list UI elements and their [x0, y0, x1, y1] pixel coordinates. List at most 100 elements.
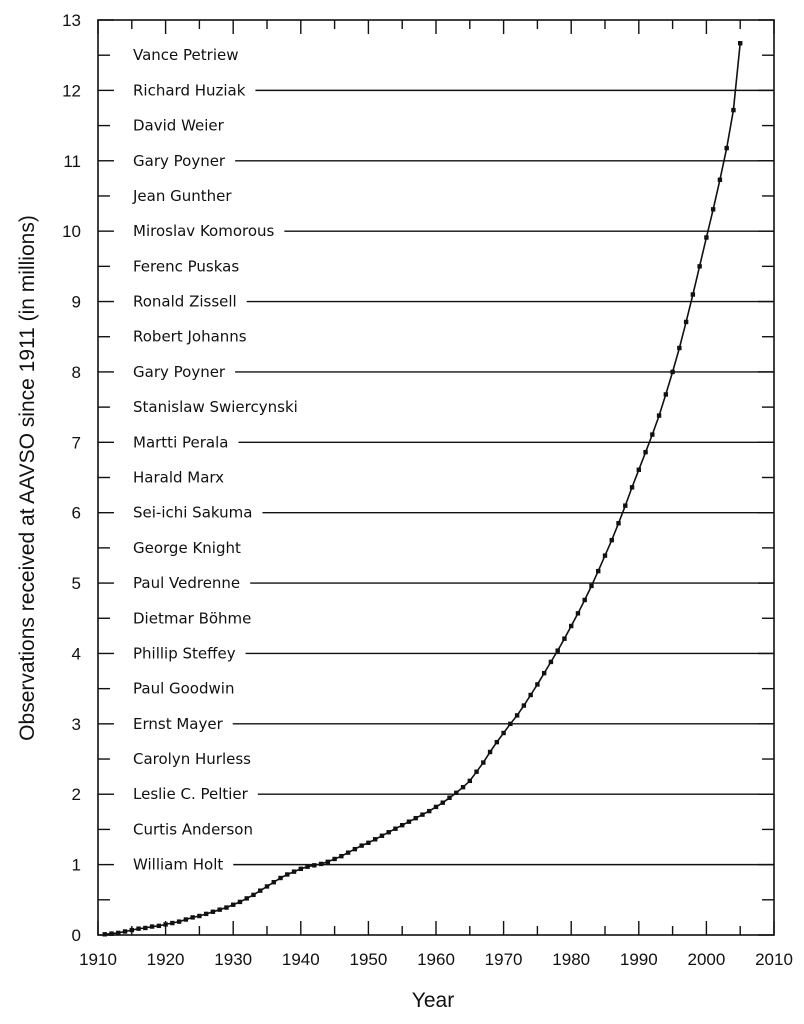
data-point — [379, 833, 385, 838]
observer-lines-group — [232, 89, 774, 866]
observer-name-label: Sei-ichi Sakuma — [133, 504, 252, 522]
y-tick-label: 4 — [72, 644, 81, 663]
data-point — [738, 41, 743, 46]
data-point — [636, 467, 641, 472]
y-tick-label: 13 — [62, 11, 81, 30]
y-tick-label: 2 — [72, 785, 81, 804]
data-point — [427, 808, 432, 814]
y-tick-label: 8 — [72, 363, 81, 382]
y-tick-label: 5 — [72, 574, 81, 593]
x-tick-label: 1940 — [282, 950, 320, 969]
data-point — [224, 905, 229, 910]
y-tick-label: 1 — [72, 856, 81, 875]
data-point — [109, 931, 114, 936]
observer-name-label: Curtis Anderson — [133, 820, 253, 838]
data-point — [345, 850, 351, 855]
data-point — [352, 846, 358, 852]
data-point — [143, 925, 148, 931]
observer-name-label: Jean Gunther — [132, 187, 232, 205]
data-point — [318, 861, 324, 867]
data-point — [285, 872, 290, 877]
data-point — [481, 760, 486, 765]
y-tick-label: 0 — [72, 926, 81, 945]
data-point — [596, 568, 601, 574]
data-point — [116, 930, 121, 936]
data-point — [393, 826, 398, 831]
data-point — [264, 884, 270, 889]
data-point — [312, 863, 317, 868]
data-point — [298, 866, 303, 872]
data-point — [724, 145, 729, 151]
data-point — [102, 932, 107, 937]
data-point — [514, 713, 520, 718]
data-point — [677, 345, 682, 351]
y-tick-label: 12 — [62, 81, 81, 100]
data-point — [203, 911, 209, 917]
observer-name-label: Carolyn Hurless — [133, 750, 251, 768]
data-point — [589, 583, 594, 589]
x-tick-label: 1930 — [214, 950, 252, 969]
observer-name-label: Miroslav Komorous — [133, 222, 275, 240]
data-point — [508, 721, 513, 727]
observer-name-label: Vance Petriew — [133, 46, 239, 64]
data-point — [149, 924, 155, 929]
data-point — [170, 920, 175, 926]
x-tick-label: 1990 — [620, 950, 658, 969]
x-tick-label: 1970 — [485, 950, 523, 969]
data-point — [386, 830, 391, 835]
data-point — [474, 769, 479, 774]
data-point — [406, 819, 412, 824]
data-point — [129, 927, 134, 933]
data-point — [440, 800, 445, 805]
data-point — [548, 659, 554, 665]
y-tick-label: 6 — [72, 504, 81, 523]
data-point — [244, 896, 249, 901]
observer-name-label: Stanislaw Swiercynski — [133, 398, 298, 416]
data-point — [251, 892, 256, 898]
observer-name-label: Ferenc Puskas — [133, 257, 239, 275]
data-point — [176, 919, 182, 924]
data-point — [454, 790, 459, 796]
observer-name-label: Phillip Steffey — [133, 644, 236, 662]
data-point — [447, 795, 452, 800]
data-point — [535, 682, 540, 687]
x-tick-label: 1960 — [417, 950, 455, 969]
data-point — [609, 537, 614, 543]
plot-frame — [97, 19, 775, 936]
y-tick-label: 10 — [62, 222, 81, 241]
data-point — [629, 485, 635, 490]
data-point — [467, 778, 472, 784]
data-point — [487, 749, 493, 755]
data-point — [582, 597, 587, 603]
data-point — [528, 692, 533, 698]
data-point — [521, 703, 527, 708]
data-point — [690, 292, 696, 297]
data-point — [237, 899, 243, 905]
data-point — [460, 784, 466, 790]
data-point — [623, 503, 628, 508]
y-axis-title: Observations received at AAVSO since 191… — [16, 215, 39, 741]
observer-name-label: Gary Poyner — [133, 152, 226, 170]
observer-name-label: Leslie C. Peltier — [133, 785, 249, 803]
data-point — [136, 926, 141, 931]
data-point — [683, 319, 689, 325]
data-point — [210, 909, 216, 914]
data-point — [697, 264, 702, 269]
data-point — [339, 853, 344, 859]
observer-name-label: Dietmar Böhme — [133, 609, 251, 627]
data-point — [400, 823, 405, 828]
data-point — [494, 739, 500, 745]
data-point — [433, 804, 439, 810]
observer-name-label: Richard Huziak — [133, 81, 246, 99]
data-point — [704, 235, 709, 240]
data-point — [616, 521, 621, 526]
data-point — [569, 623, 574, 629]
data-point — [190, 915, 195, 920]
data-point — [156, 923, 162, 929]
data-point — [163, 922, 168, 927]
data-point — [278, 875, 283, 881]
data-point — [197, 913, 202, 919]
observer-name-label: George Knight — [133, 539, 241, 557]
data-point — [122, 929, 128, 934]
data-point — [217, 907, 222, 912]
